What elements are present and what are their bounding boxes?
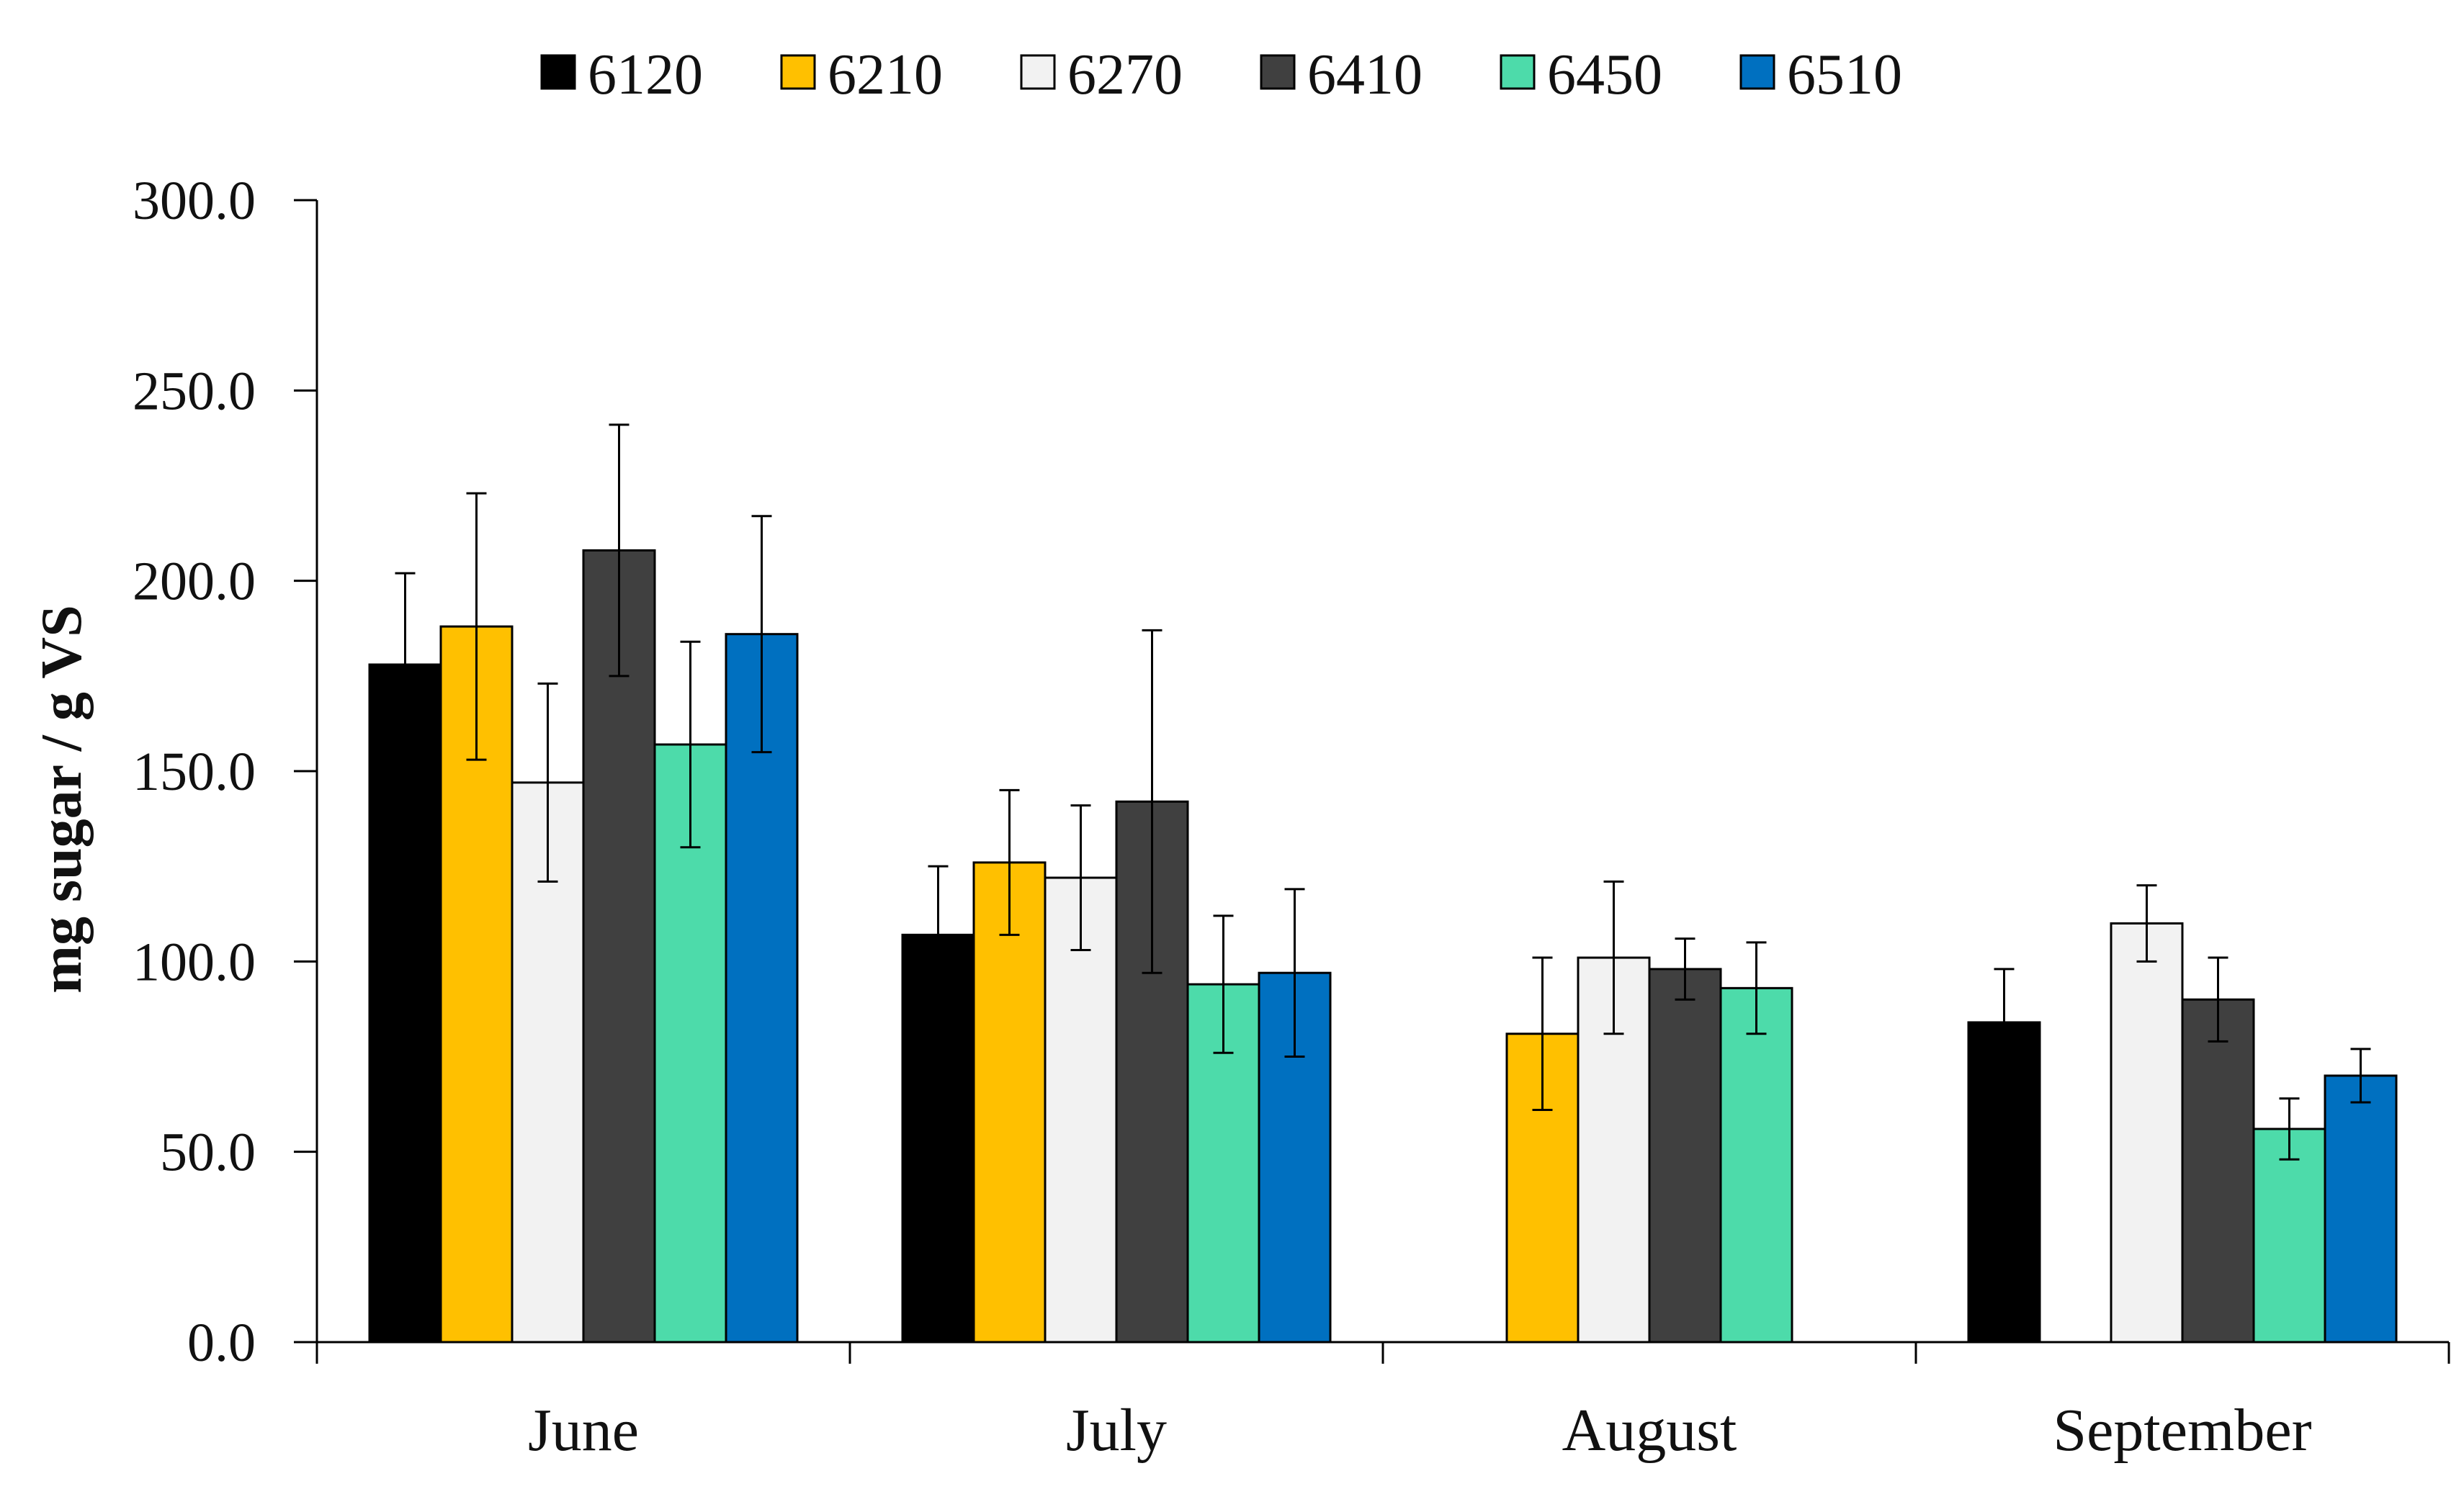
legend-label-6210: 6210 <box>828 43 943 107</box>
legend-label-6120: 6120 <box>588 43 703 107</box>
legend-label-6270: 6270 <box>1067 43 1183 107</box>
legend-label-6510: 6510 <box>1787 43 1902 107</box>
legend-swatch-6510 <box>1739 54 1775 90</box>
x-axis: June July August September <box>315 1341 2450 1464</box>
x-category-label: July <box>1066 1397 1167 1464</box>
y-tick-label: 0.0 <box>187 1313 256 1373</box>
legend: 6120 6210 6270 6410 6450 6510 <box>540 43 1902 107</box>
error-bars <box>395 423 2371 1161</box>
legend-swatch-6450 <box>1500 54 1536 90</box>
bar-6450-august <box>1719 986 1793 1344</box>
y-tick-label: 300.0 <box>133 171 256 231</box>
y-tick-label: 50.0 <box>160 1123 256 1183</box>
y-axis-title: mg sugar / g VS <box>30 605 94 993</box>
bar-6410-september <box>2181 998 2255 1344</box>
y-tick-label: 100.0 <box>133 932 256 992</box>
bars <box>368 549 2398 1344</box>
legend-label-6410: 6410 <box>1307 43 1423 107</box>
bar-6270-september <box>2110 922 2184 1344</box>
bar-6270-july <box>1044 876 1118 1344</box>
legend-swatch-6210 <box>780 54 816 90</box>
legend-label-6450: 6450 <box>1547 43 1662 107</box>
x-category-label: September <box>2053 1397 2311 1464</box>
legend-swatch-6270 <box>1020 54 1056 90</box>
bar-6410-august <box>1648 968 1722 1344</box>
x-category-label: August <box>1562 1397 1737 1464</box>
legend-swatch-6410 <box>1260 54 1296 90</box>
x-category-label: June <box>528 1397 639 1464</box>
bar-6120-june <box>368 663 442 1344</box>
bar-6450-september <box>2252 1128 2326 1344</box>
y-axis: 0.0 50.0 100.0 150.0 200.0 250.0 300.0 <box>133 171 318 1373</box>
y-tick-label: 200.0 <box>133 552 256 612</box>
bar-6510-september <box>2324 1074 2398 1344</box>
y-tick-label: 250.0 <box>133 361 256 421</box>
legend-swatch-6120 <box>540 54 576 90</box>
y-tick-label: 150.0 <box>133 742 256 802</box>
